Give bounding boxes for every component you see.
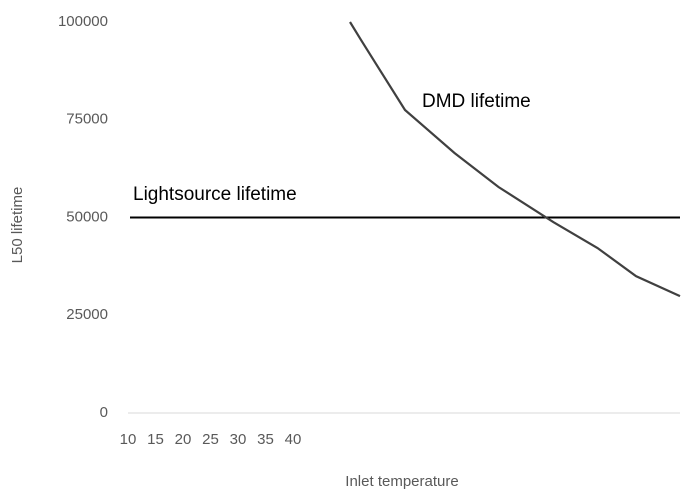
x-tick-label: 10 — [120, 431, 137, 448]
y-tick-label: 75000 — [66, 111, 108, 128]
x-tick-label: 20 — [175, 431, 192, 448]
x-tick-label: 25 — [202, 431, 219, 448]
x-tick-label: 30 — [230, 431, 247, 448]
y-axis-title: L50 lifetime — [9, 187, 26, 264]
series-label: Lightsource lifetime — [133, 184, 297, 205]
x-tick-label: 15 — [147, 431, 164, 448]
series-label: DMD lifetime — [422, 91, 531, 112]
x-axis-title: Inlet temperature — [345, 473, 458, 490]
y-tick-label: 0 — [100, 404, 108, 421]
y-tick-label: 50000 — [66, 208, 108, 225]
x-tick-label: 35 — [257, 431, 274, 448]
line-series — [349, 21, 681, 298]
y-tick-label: 100000 — [58, 13, 108, 30]
y-tick-label: 25000 — [66, 306, 108, 323]
x-tick-label: 40 — [285, 431, 302, 448]
